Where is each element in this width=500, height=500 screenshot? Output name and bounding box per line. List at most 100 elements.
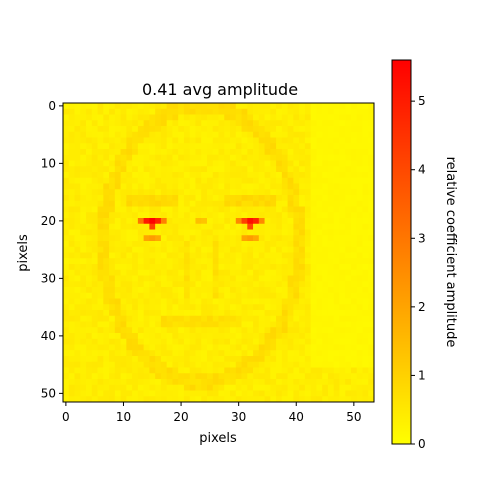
heatmap-cell — [80, 166, 87, 173]
heatmap-cell — [258, 252, 265, 259]
heatmap-cell — [143, 166, 150, 173]
heatmap-cell — [264, 264, 271, 271]
heatmap-cell — [350, 310, 358, 317]
heatmap-cell — [109, 160, 116, 167]
heatmap-cell — [264, 379, 271, 386]
heatmap-cell — [304, 275, 312, 282]
heatmap-cell — [166, 281, 173, 288]
heatmap-cell — [195, 241, 202, 248]
heatmap-cell — [270, 212, 277, 219]
heatmap-cell — [149, 379, 156, 386]
heatmap-cell — [333, 172, 340, 179]
heatmap-cell — [126, 281, 133, 288]
heatmap-cell — [230, 315, 237, 322]
heatmap-cell — [345, 235, 352, 242]
heatmap-cell — [80, 338, 87, 345]
heatmap-cell — [339, 338, 346, 345]
heatmap-cell — [103, 396, 110, 403]
heatmap-cell — [166, 149, 173, 156]
heatmap-cell — [270, 396, 277, 403]
heatmap-cell — [103, 218, 110, 225]
heatmap-cell — [339, 212, 346, 219]
heatmap-cell — [258, 281, 265, 288]
heatmap-cell — [218, 131, 225, 138]
heatmap-cell — [178, 137, 185, 144]
heatmap-cell — [293, 149, 300, 156]
heatmap-cell — [253, 390, 260, 397]
heatmap-cell — [333, 229, 340, 236]
heatmap-cell — [178, 367, 185, 374]
x-tick-label: 10 — [116, 410, 131, 424]
heatmap-cell — [103, 327, 110, 334]
heatmap-cell — [178, 344, 185, 351]
heatmap-cell — [103, 292, 110, 299]
heatmap-cell — [126, 310, 133, 317]
heatmap-cell — [258, 379, 265, 386]
heatmap-cell — [120, 177, 127, 184]
heatmap-cell — [224, 252, 231, 259]
heatmap-cell — [368, 321, 375, 328]
heatmap-cell — [368, 264, 375, 271]
heatmap-cell — [137, 344, 145, 351]
heatmap-cell — [86, 310, 93, 317]
heatmap-cell — [350, 137, 358, 144]
heatmap-cell — [276, 264, 283, 271]
heatmap-cell — [80, 131, 87, 138]
heatmap-cell — [304, 321, 312, 328]
heatmap-cell — [253, 149, 260, 156]
heatmap-cell — [137, 177, 145, 184]
heatmap-cell — [258, 344, 265, 351]
heatmap-cell — [172, 264, 179, 271]
heatmap-cell — [126, 361, 133, 368]
heatmap-cell — [304, 172, 312, 179]
heatmap-cell — [304, 212, 312, 219]
heatmap-cell — [114, 384, 121, 391]
heatmap-cell — [166, 264, 173, 271]
heatmap-cell — [212, 321, 219, 328]
heatmap-cell — [155, 344, 162, 351]
heatmap-cell — [132, 373, 139, 380]
heatmap-cell — [270, 177, 277, 184]
heatmap-cell — [189, 120, 196, 127]
heatmap-cell — [339, 241, 346, 248]
heatmap-cell — [224, 206, 231, 213]
heatmap-cell — [293, 172, 300, 179]
heatmap-cell — [103, 275, 110, 282]
heatmap-cell — [166, 321, 173, 328]
heatmap-cell — [230, 183, 237, 190]
heatmap-cell — [258, 241, 265, 248]
heatmap-cell — [253, 137, 260, 144]
heatmap-cell — [149, 212, 156, 219]
heatmap-cell — [350, 166, 358, 173]
heatmap-cell — [235, 241, 242, 248]
heatmap-cell — [195, 160, 202, 167]
heatmap-cell — [178, 327, 185, 334]
heatmap-cell — [143, 108, 150, 115]
heatmap-cell — [91, 189, 98, 196]
heatmap-cell — [201, 172, 208, 179]
heatmap-cell — [68, 189, 75, 196]
heatmap-cell — [293, 275, 300, 282]
heatmap-cell — [241, 223, 248, 230]
heatmap-cell — [345, 304, 352, 311]
heatmap-cell — [258, 287, 265, 294]
heatmap-cell — [74, 131, 81, 138]
heatmap-cell — [327, 258, 335, 265]
heatmap-cell — [137, 361, 145, 368]
heatmap-cell — [339, 333, 346, 340]
heatmap-cell — [299, 131, 306, 138]
heatmap-cell — [114, 114, 121, 121]
heatmap-cell — [270, 269, 277, 276]
heatmap-cell — [368, 275, 375, 282]
heatmap-cell — [362, 269, 369, 276]
heatmap-cell — [63, 396, 70, 403]
heatmap-cell — [166, 373, 173, 380]
heatmap-cell — [270, 298, 277, 305]
heatmap-cell — [212, 269, 219, 276]
heatmap-cell — [253, 246, 260, 253]
heatmap-cell — [368, 131, 375, 138]
heatmap-cell — [132, 390, 139, 397]
heatmap-cell — [183, 321, 191, 328]
heatmap-cell — [299, 120, 306, 127]
heatmap-cell — [310, 229, 317, 236]
